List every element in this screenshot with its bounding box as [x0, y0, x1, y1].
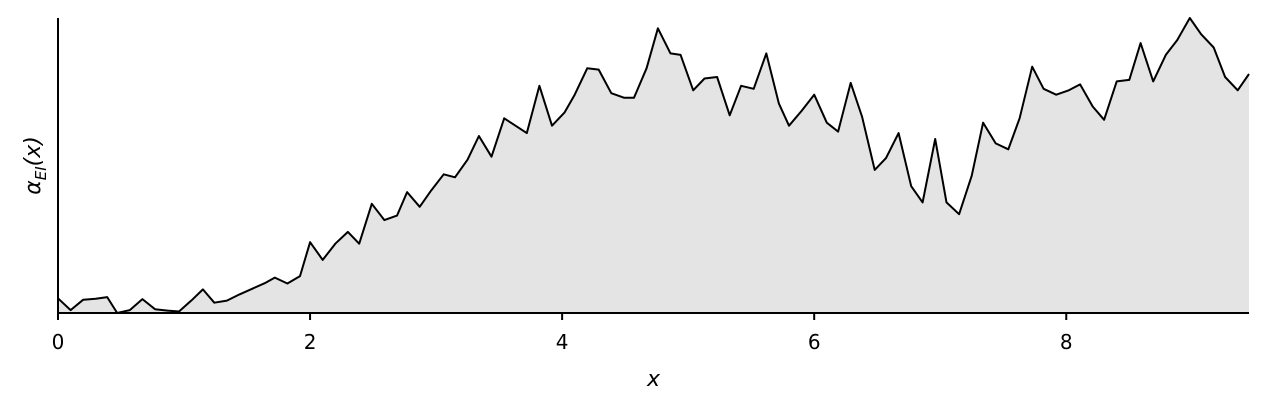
ei-line	[57, 17, 1250, 314]
x-tick-label: 4	[556, 330, 569, 354]
y-axis-label-subscript: EI	[32, 166, 50, 180]
y-axis-label-suffix: (x)	[21, 136, 46, 166]
y-axis-label: αEI(x)	[21, 136, 50, 195]
ei-area-fill	[58, 18, 1249, 313]
x-axis-label: x	[646, 367, 661, 392]
axes	[57, 18, 1249, 314]
y-axis-label-base: α	[21, 180, 46, 195]
x-tick-label: 0	[52, 330, 65, 354]
x-tick-label: 2	[304, 330, 317, 354]
x-tick-label: 6	[808, 330, 821, 354]
plot-area	[57, 17, 1250, 314]
x-tick-label: 8	[1060, 330, 1073, 354]
x-ticks: 0 2 4 6 8	[52, 313, 1073, 354]
